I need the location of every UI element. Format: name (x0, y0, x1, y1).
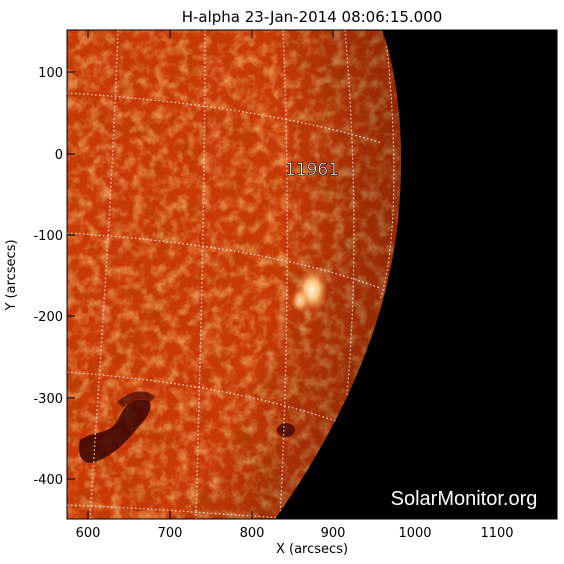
y-ticks (67, 71, 557, 480)
x-tick-label: 700 (158, 526, 183, 541)
y-tick-label: -400 (33, 473, 63, 488)
x-tick-label: 1100 (480, 526, 513, 541)
y-tick-label: -200 (33, 310, 63, 325)
plot-title: H-alpha 23-Jan-2014 08:06:15.000 (182, 8, 443, 26)
y-tick-label: -100 (33, 229, 63, 244)
plot-frame (66, 29, 558, 520)
y-tick-label: -300 (33, 392, 63, 407)
watermark: SolarMonitor.org (391, 488, 538, 510)
y-tick-label: 0 (55, 148, 63, 163)
y-tick-labels: 100 0 -100 -200 -300 -400 (33, 66, 63, 488)
x-tick-labels: 600 700 800 900 1000 1100 (76, 526, 514, 541)
y-axis-label: Y (arcsecs) (4, 239, 19, 311)
x-tick-label: 900 (321, 526, 346, 541)
x-tick-label: 800 (240, 526, 265, 541)
solar-disk (67, 30, 402, 519)
x-ticks (87, 30, 498, 519)
active-region-label: 11961 (285, 160, 339, 180)
x-axis-label: X (arcsecs) (276, 542, 348, 557)
x-tick-label: 600 (76, 526, 101, 541)
y-tick-label: 100 (38, 66, 63, 81)
small-filament (277, 423, 295, 437)
x-tick-label: 1000 (398, 526, 431, 541)
filament (79, 399, 151, 464)
